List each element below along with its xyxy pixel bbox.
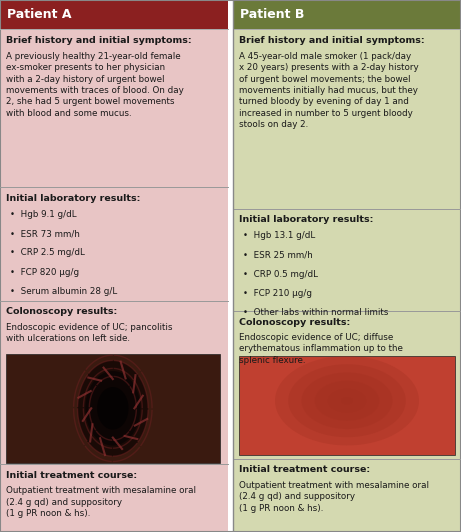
Text: Initial treatment course:: Initial treatment course:	[238, 466, 370, 475]
Text: •  CRP 2.5 mg/dL: • CRP 2.5 mg/dL	[10, 248, 85, 257]
FancyBboxPatch shape	[0, 0, 228, 29]
Text: Brief history and initial symptoms:: Brief history and initial symptoms:	[6, 36, 191, 45]
Polygon shape	[301, 372, 392, 429]
Text: Initial laboratory results:: Initial laboratory results:	[238, 215, 373, 225]
Text: Colonoscopy results:: Colonoscopy results:	[238, 318, 350, 327]
Text: Initial laboratory results:: Initial laboratory results:	[6, 194, 140, 203]
Text: Endoscopic evidence of UC; diffuse
erythematous inflammation up to the
splenic f: Endoscopic evidence of UC; diffuse eryth…	[238, 333, 402, 365]
Polygon shape	[328, 389, 366, 413]
Text: •  Hgb 9.1 g/dL: • Hgb 9.1 g/dL	[10, 210, 77, 219]
Text: Outpatient treatment with mesalamine oral
(2.4 g qd) and suppository
(1 g PR noo: Outpatient treatment with mesalamine ora…	[238, 481, 428, 513]
Polygon shape	[341, 397, 353, 404]
Text: •  Other labs within normal limits: • Other labs within normal limits	[243, 308, 389, 317]
Polygon shape	[288, 364, 406, 437]
Polygon shape	[315, 380, 379, 421]
Text: Initial treatment course:: Initial treatment course:	[6, 471, 137, 480]
Text: •  Hgb 13.1 g/dL: • Hgb 13.1 g/dL	[243, 231, 315, 240]
FancyBboxPatch shape	[0, 0, 228, 532]
Polygon shape	[85, 371, 140, 445]
Text: Brief history and initial symptoms:: Brief history and initial symptoms:	[238, 36, 424, 45]
Polygon shape	[275, 356, 419, 445]
FancyBboxPatch shape	[233, 0, 461, 532]
Text: •  CRP 0.5 mg/dL: • CRP 0.5 mg/dL	[243, 270, 318, 279]
Text: A 45-year-old male smoker (1 pack/day
x 20 years) presents with a 2-day history
: A 45-year-old male smoker (1 pack/day x …	[238, 52, 418, 129]
Text: Outpatient treatment with mesalamine oral
(2.4 g qd) and suppository
(1 g PR noo: Outpatient treatment with mesalamine ora…	[6, 486, 196, 518]
Text: •  ESR 25 mm/h: • ESR 25 mm/h	[243, 251, 313, 260]
Polygon shape	[97, 387, 128, 429]
Text: •  FCP 210 μg/g: • FCP 210 μg/g	[243, 289, 312, 298]
Text: Endoscopic evidence of UC; pancolitis
with ulcerations on left side.: Endoscopic evidence of UC; pancolitis wi…	[6, 323, 172, 343]
FancyBboxPatch shape	[6, 354, 220, 463]
FancyBboxPatch shape	[238, 356, 456, 455]
Text: •  ESR 73 mm/h: • ESR 73 mm/h	[10, 229, 80, 238]
Text: Patient A: Patient A	[7, 8, 72, 21]
Text: •  FCP 820 μg/g: • FCP 820 μg/g	[10, 268, 79, 277]
Text: •  Serum albumin 28 g/L: • Serum albumin 28 g/L	[10, 287, 118, 296]
FancyBboxPatch shape	[233, 0, 461, 29]
Text: A previously healthy 21-year-old female
ex-smoker presents to her physician
with: A previously healthy 21-year-old female …	[6, 52, 183, 118]
Text: Patient B: Patient B	[240, 8, 304, 21]
Polygon shape	[78, 361, 148, 456]
Text: Colonoscopy results:: Colonoscopy results:	[6, 307, 117, 317]
